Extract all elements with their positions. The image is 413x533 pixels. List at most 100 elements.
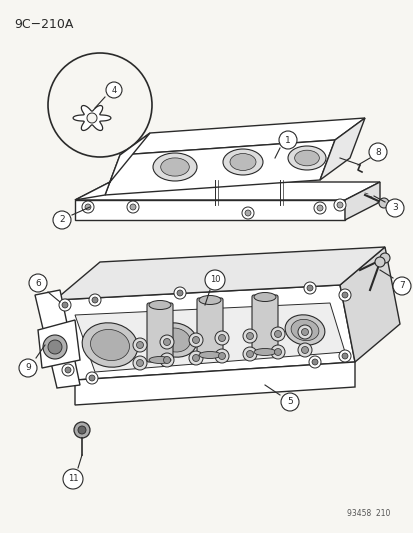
Circle shape <box>301 328 308 335</box>
Circle shape <box>214 349 228 363</box>
Circle shape <box>78 426 86 434</box>
Ellipse shape <box>199 295 221 304</box>
Circle shape <box>242 207 254 219</box>
Circle shape <box>297 325 311 339</box>
Circle shape <box>136 342 143 349</box>
Circle shape <box>242 329 256 343</box>
Polygon shape <box>105 140 334 195</box>
Ellipse shape <box>285 315 324 345</box>
Circle shape <box>133 356 147 370</box>
Ellipse shape <box>254 349 275 356</box>
Ellipse shape <box>149 357 171 364</box>
Circle shape <box>192 336 199 343</box>
Text: 10: 10 <box>209 276 220 285</box>
Text: 8: 8 <box>374 148 380 157</box>
Circle shape <box>48 340 62 354</box>
Circle shape <box>246 333 253 340</box>
Circle shape <box>271 327 284 341</box>
Circle shape <box>163 357 170 364</box>
Text: 7: 7 <box>398 281 404 290</box>
Circle shape <box>379 253 389 263</box>
Circle shape <box>246 351 253 358</box>
Ellipse shape <box>223 149 262 175</box>
Polygon shape <box>339 247 399 362</box>
Circle shape <box>336 202 342 208</box>
Circle shape <box>244 210 250 216</box>
Ellipse shape <box>149 301 171 310</box>
Circle shape <box>85 204 91 210</box>
Ellipse shape <box>90 329 129 360</box>
Circle shape <box>163 338 170 345</box>
Circle shape <box>311 359 317 365</box>
Circle shape <box>106 82 122 98</box>
Circle shape <box>43 335 67 359</box>
Circle shape <box>59 299 71 311</box>
Polygon shape <box>55 285 354 380</box>
Polygon shape <box>319 118 364 180</box>
Circle shape <box>133 338 147 352</box>
Circle shape <box>65 367 71 373</box>
Circle shape <box>204 270 224 290</box>
Circle shape <box>341 292 347 298</box>
FancyBboxPatch shape <box>197 298 223 357</box>
Circle shape <box>385 199 403 217</box>
Polygon shape <box>87 113 97 123</box>
Ellipse shape <box>199 351 221 359</box>
Polygon shape <box>55 247 384 300</box>
Text: 9: 9 <box>25 364 31 373</box>
Circle shape <box>333 199 345 211</box>
Circle shape <box>338 350 350 362</box>
Circle shape <box>48 53 152 157</box>
Circle shape <box>177 290 183 296</box>
Circle shape <box>278 131 296 149</box>
Circle shape <box>301 346 308 353</box>
Circle shape <box>338 289 350 301</box>
Text: 11: 11 <box>68 474 78 483</box>
Polygon shape <box>120 118 364 155</box>
FancyBboxPatch shape <box>147 303 173 362</box>
Circle shape <box>63 469 83 489</box>
Circle shape <box>392 277 410 295</box>
Circle shape <box>130 204 136 210</box>
Circle shape <box>341 353 347 359</box>
Circle shape <box>313 202 325 214</box>
Circle shape <box>86 372 98 384</box>
Circle shape <box>74 422 90 438</box>
Circle shape <box>306 285 312 291</box>
Circle shape <box>62 364 74 376</box>
Circle shape <box>189 333 202 347</box>
Text: 1: 1 <box>285 135 290 144</box>
Circle shape <box>92 297 98 303</box>
Ellipse shape <box>230 154 255 171</box>
Circle shape <box>29 274 47 292</box>
Ellipse shape <box>160 158 189 176</box>
Polygon shape <box>73 106 111 131</box>
Circle shape <box>89 375 95 381</box>
Polygon shape <box>344 182 379 220</box>
Ellipse shape <box>294 150 318 166</box>
Circle shape <box>53 211 71 229</box>
Polygon shape <box>35 290 80 388</box>
Polygon shape <box>38 320 80 368</box>
Circle shape <box>316 205 322 211</box>
Circle shape <box>214 331 228 345</box>
Text: 4: 4 <box>111 85 116 94</box>
Circle shape <box>374 257 384 267</box>
Ellipse shape <box>153 323 197 357</box>
Polygon shape <box>75 362 354 405</box>
Circle shape <box>136 359 143 367</box>
Ellipse shape <box>153 153 197 181</box>
Ellipse shape <box>290 319 318 341</box>
Circle shape <box>82 201 94 213</box>
Polygon shape <box>75 200 344 220</box>
Circle shape <box>189 351 202 365</box>
Text: 3: 3 <box>391 204 397 213</box>
Text: 2: 2 <box>59 215 65 224</box>
Circle shape <box>89 294 101 306</box>
Circle shape <box>62 302 68 308</box>
Circle shape <box>159 335 173 349</box>
Circle shape <box>271 345 284 359</box>
Circle shape <box>280 393 298 411</box>
Circle shape <box>218 335 225 342</box>
Circle shape <box>303 282 315 294</box>
